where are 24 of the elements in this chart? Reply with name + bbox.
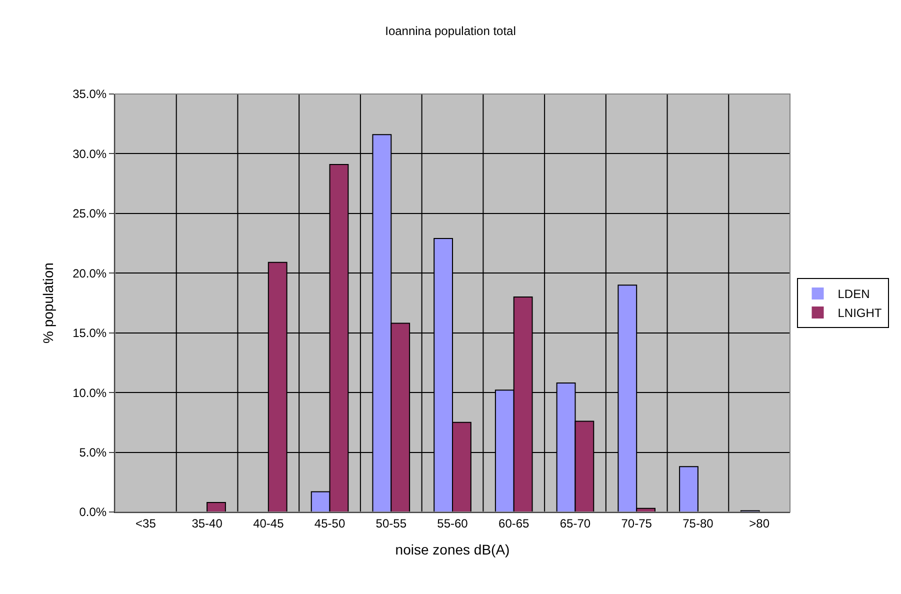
x-tick-label: 40-45 (253, 516, 284, 530)
x-tick-label: 35-40 (192, 516, 223, 530)
y-tick-label: 25.0% (72, 206, 107, 221)
x-axis-title: noise zones dB(A) (395, 542, 510, 558)
x-tick-label: 55-60 (437, 516, 468, 530)
legend-label: LNIGHT (838, 306, 882, 320)
legend-label: LDEN (838, 287, 870, 302)
y-tick-label: 0.0% (79, 505, 107, 520)
y-tick-label: 35.0% (72, 87, 107, 102)
chart-title: Ioannina population total (385, 24, 516, 38)
y-tick-label: 15.0% (72, 326, 107, 340)
y-tick-label: 20.0% (72, 266, 107, 280)
x-tick-label: <35 (136, 516, 156, 530)
y-tick-label: 5.0% (79, 445, 107, 460)
y-axis-title: % population (40, 262, 56, 344)
y-tick-label: 30.0% (72, 146, 107, 161)
x-tick-label: 70-75 (621, 516, 652, 530)
x-tick-label: 50-55 (376, 516, 407, 530)
x-tick-label: >80 (749, 516, 770, 530)
y-tick-label: 10.0% (72, 386, 107, 400)
x-tick-label: 45-50 (314, 516, 346, 530)
x-tick-label: 75-80 (682, 516, 714, 530)
x-tick-label: 60-65 (498, 516, 530, 530)
x-tick-label: 65-70 (560, 516, 591, 530)
